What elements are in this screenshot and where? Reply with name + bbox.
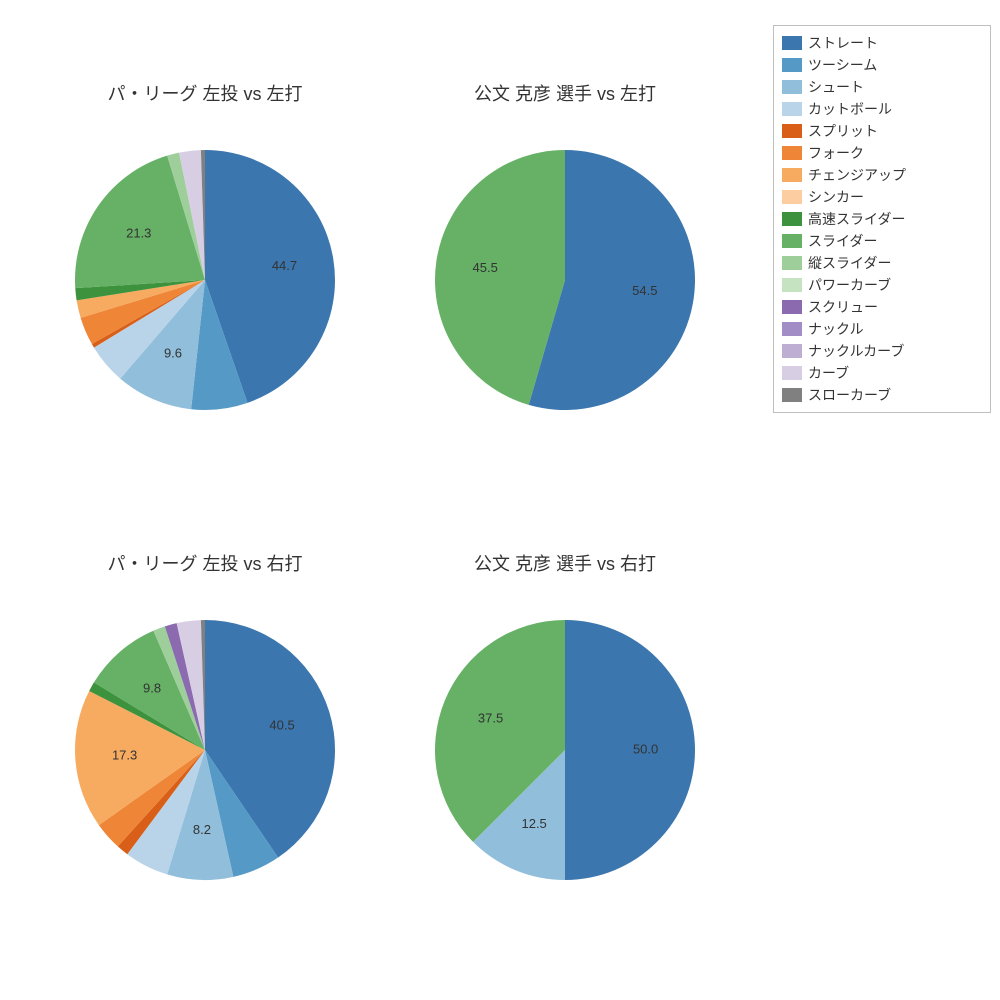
legend-label: ナックルカーブ <box>808 341 904 361</box>
legend-label: スクリュー <box>808 297 878 317</box>
legend-swatch <box>782 190 802 204</box>
slice-label: 21.3 <box>126 226 151 241</box>
legend-swatch <box>782 322 802 336</box>
legend-item-slider: スライダー <box>782 230 982 252</box>
legend-swatch <box>782 344 802 358</box>
legend-swatch <box>782 256 802 270</box>
legend-label: カットボール <box>808 99 892 119</box>
legend-label: スプリット <box>808 121 878 141</box>
chart-title: 公文 克彦 選手 vs 左打 <box>400 80 730 106</box>
pie-slice-straight <box>565 620 695 880</box>
legend-label: ツーシーム <box>808 55 877 75</box>
legend-label: フォーク <box>808 143 864 163</box>
legend-swatch <box>782 58 802 72</box>
legend-swatch <box>782 36 802 50</box>
slice-label: 50.0 <box>633 741 658 756</box>
legend-swatch <box>782 212 802 226</box>
legend-item-changeup: チェンジアップ <box>782 164 982 186</box>
legend-swatch <box>782 278 802 292</box>
legend-item-kcurve: ナックルカーブ <box>782 340 982 362</box>
slice-label: 37.5 <box>478 711 503 726</box>
legend-label: カーブ <box>808 363 849 383</box>
slice-label: 44.7 <box>272 258 297 273</box>
legend-item-split: スプリット <box>782 120 982 142</box>
legend-swatch <box>782 80 802 94</box>
slice-label: 9.8 <box>143 681 161 696</box>
slice-label: 8.2 <box>193 822 211 837</box>
legend-item-pcurve: パワーカーブ <box>782 274 982 296</box>
legend-item-curve: カーブ <box>782 362 982 384</box>
legend-label: 高速スライダー <box>808 209 905 229</box>
chart-title: パ・リーグ 左投 vs 右打 <box>40 550 370 576</box>
legend-label: シュート <box>808 77 864 97</box>
legend-label: 縦スライダー <box>808 253 891 273</box>
legend-item-straight: ストレート <box>782 32 982 54</box>
pie-chart: 50.0 12.5 37.5 <box>400 530 730 910</box>
chart-title: 公文 克彦 選手 vs 右打 <box>400 550 730 576</box>
slice-label: 40.5 <box>269 718 294 733</box>
chart-tl: パ・リーグ 左投 vs 左打 44.7 9.6 21.3 <box>40 60 370 440</box>
chart-br: 公文 克彦 選手 vs 右打 50.0 12.5 37.5 <box>400 530 730 910</box>
legend-item-fork: フォーク <box>782 142 982 164</box>
legend-label: パワーカーブ <box>808 275 891 295</box>
legend-label: ナックル <box>808 319 864 339</box>
legend: ストレートツーシームシュートカットボールスプリットフォークチェンジアップシンカー… <box>773 25 991 413</box>
slice-label: 9.6 <box>164 345 182 360</box>
slice-label: 17.3 <box>112 747 137 762</box>
slice-label: 45.5 <box>473 260 498 275</box>
legend-label: シンカー <box>808 187 864 207</box>
legend-swatch <box>782 388 802 402</box>
legend-item-screw: スクリュー <box>782 296 982 318</box>
figure: パ・リーグ 左投 vs 左打44.79.621.3公文 克彦 選手 vs 左打5… <box>0 0 1000 1000</box>
legend-item-slowcurve: スローカーブ <box>782 384 982 406</box>
slice-label: 54.5 <box>632 283 657 298</box>
legend-label: スローカーブ <box>808 385 891 405</box>
slice-label: 12.5 <box>521 816 546 831</box>
legend-swatch <box>782 124 802 138</box>
legend-swatch <box>782 300 802 314</box>
chart-bl: パ・リーグ 左投 vs 右打 40.5 8.2 17.3 9.8 <box>40 530 370 910</box>
chart-tr: 公文 克彦 選手 vs 左打 54.5 45.5 <box>400 60 730 440</box>
chart-title: パ・リーグ 左投 vs 左打 <box>40 80 370 106</box>
legend-swatch <box>782 234 802 248</box>
legend-item-shoot: シュート <box>782 76 982 98</box>
pie-chart: 40.5 8.2 17.3 9.8 <box>40 530 370 910</box>
legend-label: チェンジアップ <box>808 165 906 185</box>
legend-swatch <box>782 168 802 182</box>
legend-item-sinker: シンカー <box>782 186 982 208</box>
legend-item-twoseam: ツーシーム <box>782 54 982 76</box>
legend-item-cutball: カットボール <box>782 98 982 120</box>
legend-swatch <box>782 146 802 160</box>
legend-swatch <box>782 366 802 380</box>
pie-chart: 44.7 9.6 21.3 <box>40 60 370 440</box>
pie-chart: 54.5 45.5 <box>400 60 730 440</box>
legend-item-vslider: 縦スライダー <box>782 252 982 274</box>
legend-label: スライダー <box>808 231 877 251</box>
legend-item-hslider: 高速スライダー <box>782 208 982 230</box>
legend-item-knuckle: ナックル <box>782 318 982 340</box>
legend-swatch <box>782 102 802 116</box>
legend-label: ストレート <box>808 33 878 53</box>
